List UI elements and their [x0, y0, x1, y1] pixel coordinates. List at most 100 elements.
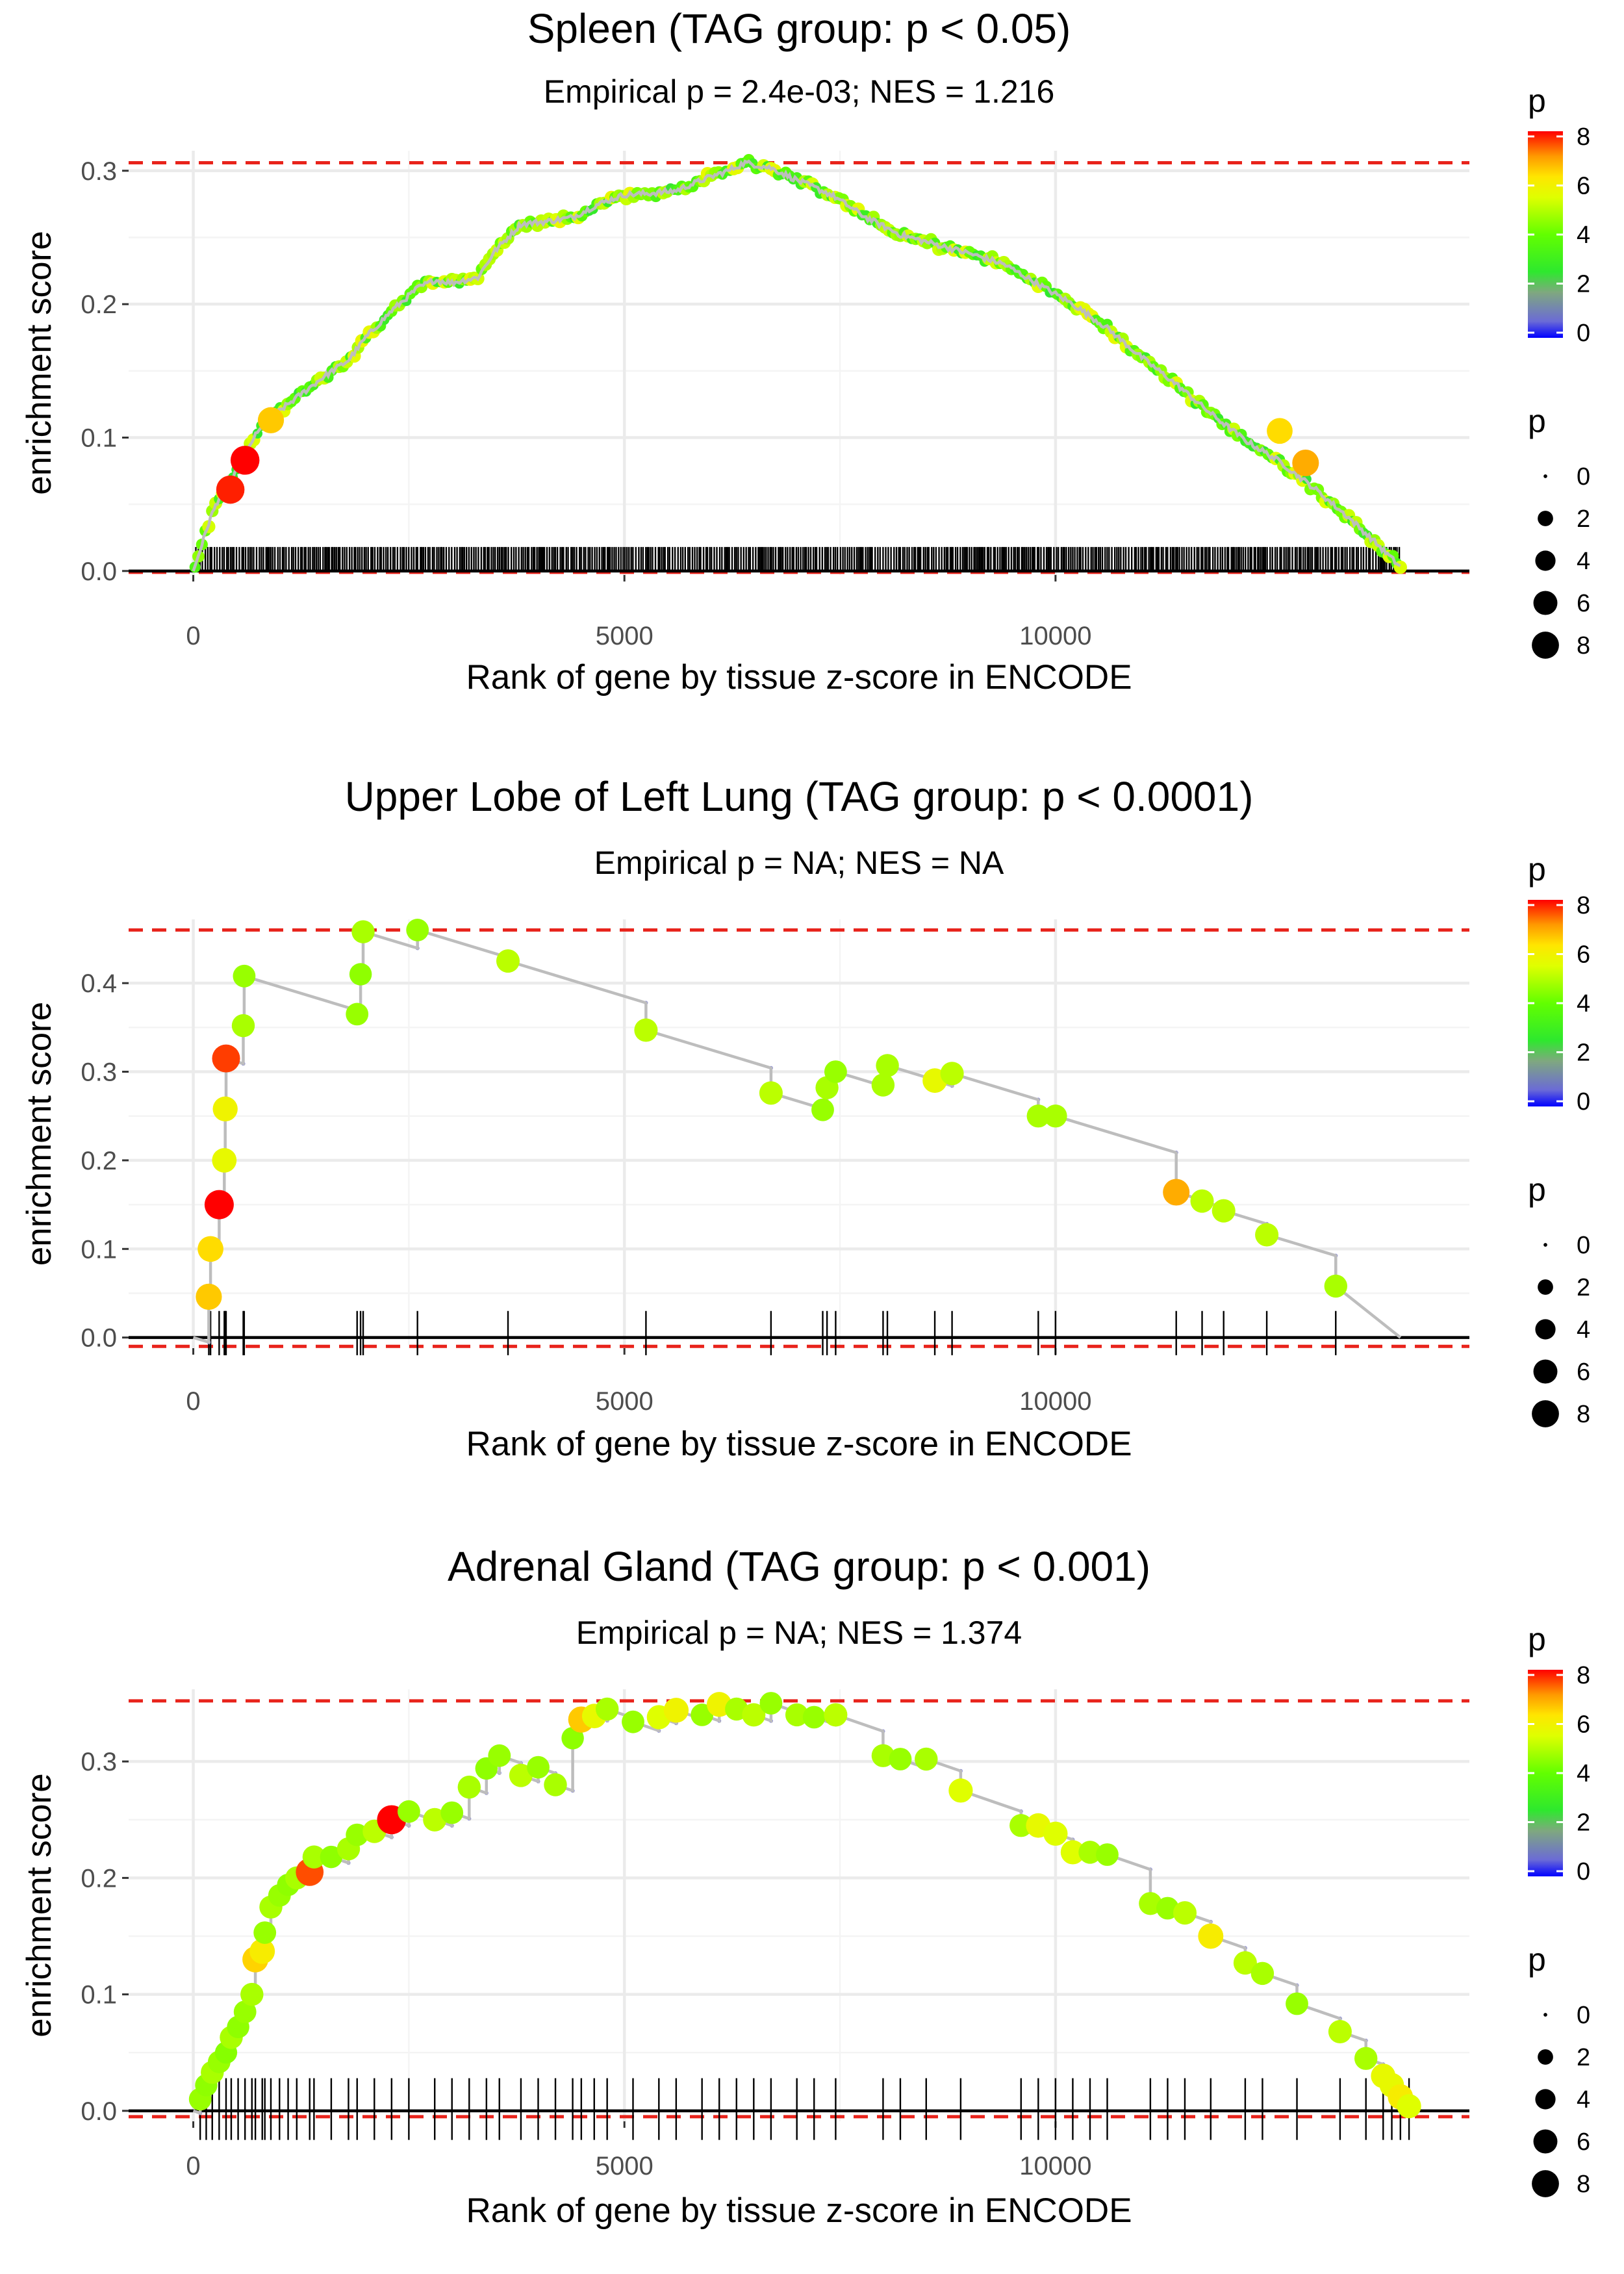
size-legend-label: 8: [1577, 1401, 1590, 1428]
hit-point: [824, 1060, 847, 1083]
x-tick-label: 5000: [596, 622, 653, 650]
hit-point: [889, 1748, 912, 1770]
panel-3: Adrenal Gland (TAG group: p < 0.001) Empi…: [20, 1543, 1590, 2230]
color-legend-title: p: [1528, 1621, 1546, 1657]
hit-point: [397, 1800, 420, 1823]
y-tick-label: 0.0: [81, 1324, 117, 1353]
size-legend-label: 0: [1577, 463, 1590, 491]
hit-point: [824, 1703, 848, 1727]
color-legend-label: 2: [1577, 271, 1590, 298]
size-legend-dot: [1538, 2049, 1553, 2065]
hit-point: [1078, 1841, 1102, 1864]
size-legend-dot: [1543, 474, 1547, 478]
hit-point: [742, 1703, 766, 1727]
size-legend-dot: [1533, 591, 1558, 615]
x-tick-label: 5000: [596, 1387, 653, 1416]
size-legend-label: 2: [1577, 2044, 1590, 2071]
color-legend-title: p: [1528, 851, 1546, 888]
color-legend-label: 8: [1577, 1662, 1590, 1689]
hit-point: [249, 1938, 275, 1964]
hit-point: [1044, 1104, 1067, 1128]
es-line: [192, 928, 1402, 1344]
hit-point: [196, 1283, 222, 1310]
size-legend-label: 0: [1577, 1232, 1590, 1259]
hit-point: [1354, 2047, 1378, 2070]
size-legend-label: 4: [1577, 2086, 1590, 2114]
hit-point: [785, 1703, 809, 1727]
es-line: [192, 159, 1401, 572]
panel-1: Spleen (TAG group: p < 0.05) Empirical p …: [20, 5, 1590, 696]
hit-point: [871, 1744, 895, 1767]
size-legend-dot: [1535, 2089, 1556, 2110]
size-legend-dot: [1532, 2170, 1559, 2197]
hit-point: [1212, 1199, 1236, 1223]
hit-point: [948, 1778, 973, 1803]
size-legend-dot: [1538, 1279, 1553, 1295]
gene-rug: [199, 2078, 1410, 2140]
gene-rug: [195, 546, 1401, 571]
hit-point: [1255, 1223, 1279, 1247]
hit-point: [663, 1698, 689, 1723]
hit-point: [496, 949, 520, 973]
color-legend-label: 6: [1577, 1711, 1590, 1739]
size-legend-label: 6: [1577, 590, 1590, 617]
y-axis-title: enrichment score: [20, 1773, 58, 2038]
y-tick-label: 0.1: [81, 1235, 117, 1264]
hit-point: [406, 918, 429, 941]
size-legend-dot: [1535, 550, 1556, 571]
chart-title: Spleen (TAG group: p < 0.05): [527, 5, 1071, 52]
y-tick-label: 0.3: [81, 1058, 117, 1087]
hit-point: [197, 1236, 223, 1262]
hit-point: [320, 1845, 343, 1869]
es-curve: [192, 918, 1402, 1344]
hit-point: [1286, 1992, 1308, 2015]
hit-point-highlight: [230, 446, 260, 475]
x-tick-label: 0: [186, 1387, 200, 1416]
hit-point: [1198, 1923, 1224, 1949]
hit-point: [351, 920, 375, 943]
hit-point: [759, 1692, 783, 1715]
color-legend-label: 6: [1577, 173, 1590, 200]
hit-point-highlight: [216, 475, 245, 504]
chart-subtitle: Empirical p = NA; NES = NA: [594, 845, 1004, 881]
es-curve: [189, 153, 1407, 574]
x-tick-label: 0: [186, 622, 200, 650]
x-axis-title: Rank of gene by tissue z-score in ENCODE: [466, 658, 1132, 696]
hit-point: [1397, 2094, 1421, 2119]
size-legend-label: 6: [1577, 1359, 1590, 1386]
size-legend-title: p: [1528, 403, 1546, 439]
es-line: [192, 1701, 1411, 2115]
hit-point: [940, 1062, 964, 1086]
size-legend-label: 8: [1577, 632, 1590, 659]
hit-point: [1190, 1189, 1214, 1213]
hit-point: [802, 1706, 826, 1729]
y-axis-title: enrichment score: [20, 1002, 58, 1266]
hit-point: [233, 2000, 257, 2023]
x-tick-label: 0: [186, 2152, 200, 2180]
color-legend-label: 0: [1577, 320, 1590, 347]
hit-point: [871, 1073, 895, 1097]
color-legend-title: p: [1528, 83, 1546, 119]
hit-point: [759, 1081, 783, 1105]
hit-point: [1043, 1821, 1068, 1846]
hit-point: [488, 1744, 511, 1767]
hit-point: [634, 1018, 658, 1042]
x-axis-title: Rank of gene by tissue z-score in ENCODE: [466, 1425, 1132, 1463]
hit-point: [440, 1801, 464, 1824]
hit-point-highlight: [1267, 418, 1293, 444]
size-legend-label: 6: [1577, 2128, 1590, 2156]
size-legend-label: 4: [1577, 1316, 1590, 1344]
hit-point: [622, 1710, 644, 1733]
y-axis-title: enrichment score: [20, 231, 58, 495]
size-legend-label: 8: [1577, 2171, 1590, 2198]
color-legend-label: 6: [1577, 941, 1590, 969]
color-legend-label: 0: [1577, 1088, 1590, 1116]
size-legend-label: 2: [1577, 505, 1590, 533]
hit-point: [346, 1823, 369, 1846]
hit-point: [1173, 1901, 1197, 1925]
x-tick-label: 10000: [1019, 622, 1091, 650]
size-legend-dot: [1535, 1319, 1556, 1340]
hit-point: [457, 1775, 481, 1799]
chart-title: Upper Lobe of Left Lung (TAG group: p < …: [345, 773, 1254, 820]
hit-point: [423, 1808, 447, 1832]
